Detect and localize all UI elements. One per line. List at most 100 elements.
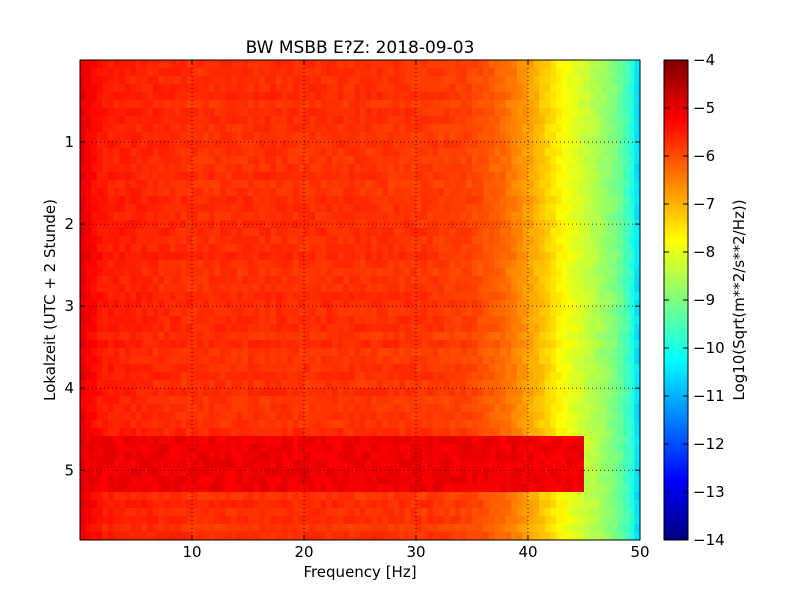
heatmap-cell: [623, 100, 630, 109]
heatmap-cell: [488, 356, 495, 365]
heatmap-cell: [561, 276, 568, 285]
heatmap-cell: [197, 268, 204, 277]
heatmap-cell: [376, 252, 383, 261]
heatmap-cell: [192, 300, 199, 309]
heatmap-cell: [348, 308, 355, 317]
heatmap-cell: [332, 60, 339, 69]
heatmap-cell: [96, 156, 103, 165]
heatmap-cell: [276, 364, 283, 373]
heatmap-cell: [119, 436, 126, 445]
heatmap-cell: [203, 332, 210, 341]
heatmap-cell: [416, 420, 423, 429]
heatmap-cell: [292, 276, 299, 285]
heatmap-cell: [617, 316, 624, 325]
heatmap-cell: [130, 260, 137, 269]
heatmap-cell: [298, 116, 305, 125]
heatmap-cell: [410, 436, 417, 445]
heatmap-cell: [466, 268, 473, 277]
heatmap-cell: [371, 212, 378, 221]
heatmap-cell: [589, 444, 596, 453]
heatmap-cell: [186, 276, 193, 285]
heatmap-cell: [382, 284, 389, 293]
heatmap-cell: [326, 124, 333, 133]
heatmap-cell: [276, 316, 283, 325]
heatmap-cell: [561, 348, 568, 357]
heatmap-cell: [404, 308, 411, 317]
heatmap-cell: [522, 148, 529, 157]
heatmap-cell: [102, 148, 109, 157]
heatmap-cell: [561, 316, 568, 325]
heatmap-cell: [276, 348, 283, 357]
heatmap-cell: [343, 444, 350, 453]
heatmap-cell: [91, 388, 98, 397]
heatmap-cell: [444, 116, 451, 125]
heatmap-cell: [108, 140, 115, 149]
heatmap-cell: [444, 292, 451, 301]
heatmap-cell: [281, 308, 288, 317]
heatmap-cell: [567, 76, 574, 85]
heatmap-cell: [158, 356, 165, 365]
heatmap-cell: [332, 244, 339, 253]
heatmap-cell: [600, 388, 607, 397]
heatmap-cell: [315, 84, 322, 93]
heatmap-cell: [298, 84, 305, 93]
heatmap-cell: [438, 84, 445, 93]
heatmap-cell: [214, 252, 221, 261]
heatmap-cell: [494, 188, 501, 197]
heatmap-cell: [147, 388, 154, 397]
heatmap-cell: [119, 340, 126, 349]
heatmap-cell: [572, 76, 579, 85]
heatmap-cell: [348, 292, 355, 301]
heatmap-cell: [365, 348, 372, 357]
heatmap-cell: [477, 252, 484, 261]
heatmap-cell: [421, 140, 428, 149]
heatmap-cell: [91, 268, 98, 277]
heatmap-cell: [158, 236, 165, 245]
heatmap-cell: [544, 92, 551, 101]
heatmap-cell: [634, 76, 640, 85]
heatmap-cell: [141, 428, 148, 437]
heatmap-cell: [589, 116, 596, 125]
heatmap-cell: [270, 188, 277, 197]
heatmap-cell: [264, 412, 271, 421]
heatmap-cell: [578, 108, 585, 117]
heatmap-cell: [399, 172, 406, 181]
heatmap-cell: [556, 68, 563, 77]
heatmap-cell: [141, 284, 148, 293]
heatmap-cell: [488, 124, 495, 133]
heatmap-cell: [595, 340, 602, 349]
heatmap-cell: [315, 356, 322, 365]
heatmap-cell: [539, 436, 546, 445]
heatmap-cell: [197, 380, 204, 389]
heatmap-cell: [231, 204, 238, 213]
heatmap-cell: [130, 396, 137, 405]
heatmap-cell: [477, 60, 484, 69]
heatmap-cell: [337, 436, 344, 445]
heatmap-cell: [600, 140, 607, 149]
heatmap-cell: [119, 252, 126, 261]
heatmap-cell: [270, 236, 277, 245]
heatmap-cell: [180, 204, 187, 213]
heatmap-cell: [354, 148, 361, 157]
heatmap-cell: [516, 412, 523, 421]
heatmap-cell: [533, 388, 540, 397]
heatmap-cell: [270, 228, 277, 237]
heatmap-cell: [634, 84, 640, 93]
heatmap-cell: [556, 348, 563, 357]
heatmap-cell: [516, 204, 523, 213]
heatmap-cell: [108, 164, 115, 173]
heatmap-cell: [281, 372, 288, 381]
heatmap-cell: [242, 316, 249, 325]
heatmap-cell: [309, 148, 316, 157]
heatmap-cell: [242, 268, 249, 277]
heatmap-cell: [584, 372, 591, 381]
heatmap-cell: [438, 76, 445, 85]
heatmap-cell: [304, 148, 311, 157]
heatmap-cell: [175, 196, 182, 205]
heatmap-cell: [85, 372, 92, 381]
heatmap-cell: [203, 92, 210, 101]
heatmap-cell: [382, 300, 389, 309]
heatmap-cell: [399, 300, 406, 309]
heatmap-cell: [208, 332, 215, 341]
heatmap-cell: [444, 308, 451, 317]
